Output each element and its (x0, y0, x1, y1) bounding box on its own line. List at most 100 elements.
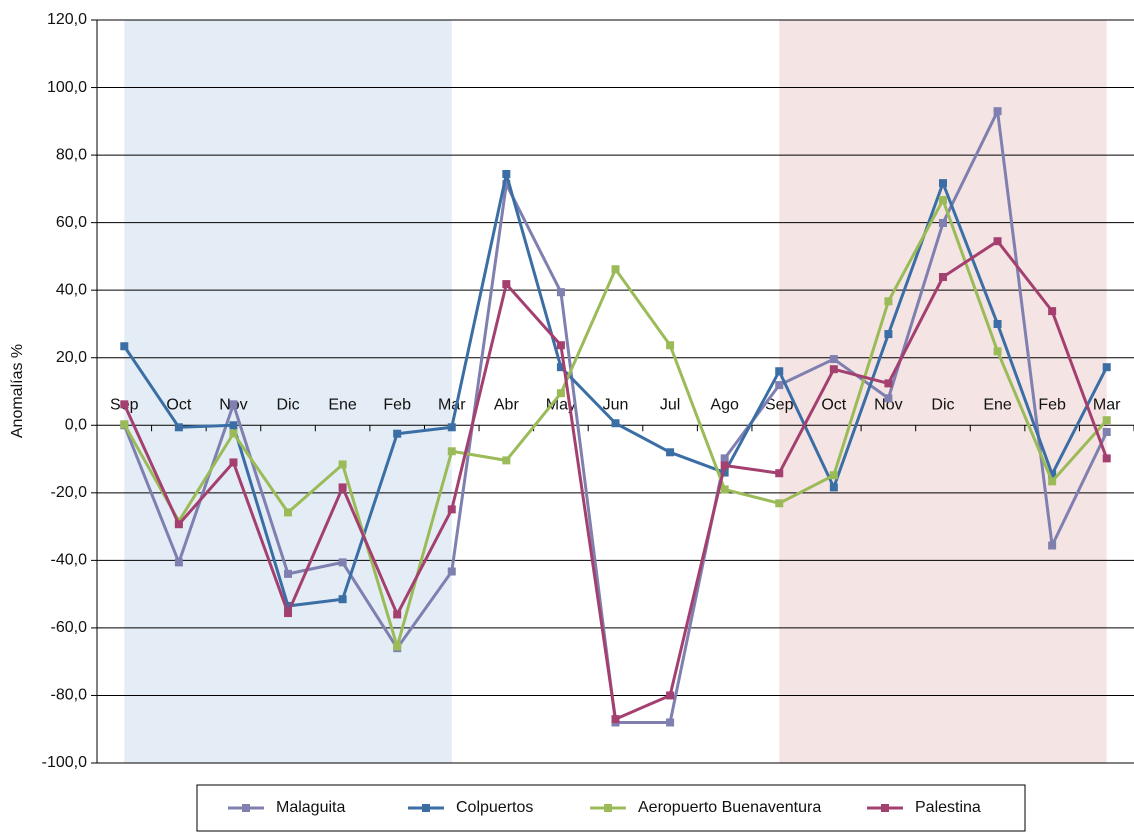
data-point (775, 367, 784, 376)
y-tick-label: 80,0 (56, 146, 87, 163)
x-tick-label: Mar (438, 396, 466, 413)
data-point (284, 569, 293, 578)
legend-label: Palestina (915, 799, 981, 816)
y-tick-label: 60,0 (56, 214, 87, 231)
data-point (884, 297, 893, 306)
data-point (993, 107, 1002, 116)
data-point (1102, 428, 1111, 437)
data-point (720, 468, 729, 477)
y-tick-label: -100,0 (42, 754, 87, 771)
data-point (393, 429, 402, 438)
x-tick-label: Dic (931, 396, 954, 413)
y-tick-label: 20,0 (56, 349, 87, 366)
data-point (829, 483, 838, 492)
y-axis-label: Anomalías % (9, 344, 26, 438)
data-point (884, 330, 893, 339)
data-point (666, 341, 675, 350)
data-point (938, 179, 947, 188)
data-point (229, 421, 238, 430)
data-point (447, 567, 456, 576)
x-tick-label: Ago (710, 396, 739, 413)
y-tick-label: -40,0 (51, 552, 88, 569)
y-tick-label: -80,0 (51, 687, 88, 704)
data-point (775, 469, 784, 478)
data-point (502, 456, 511, 465)
legend-label: Malaguita (276, 799, 345, 816)
data-point (938, 196, 947, 205)
data-point (884, 394, 893, 403)
data-point (993, 319, 1002, 328)
y-tick-label: 120,0 (47, 11, 87, 28)
data-point (720, 454, 729, 463)
data-point (775, 499, 784, 508)
background-shading (124, 20, 1107, 763)
data-point (393, 610, 402, 619)
data-point (829, 365, 838, 374)
legend-swatch-marker (242, 804, 250, 812)
data-point (829, 355, 838, 364)
y-tick-label: -60,0 (51, 619, 88, 636)
data-point (338, 483, 347, 492)
data-point (174, 423, 183, 432)
data-point (556, 341, 565, 350)
data-point (611, 265, 620, 274)
y-tick-label: 100,0 (47, 79, 87, 96)
data-point (1102, 416, 1111, 425)
data-point (502, 280, 511, 289)
data-point (338, 595, 347, 604)
data-point (447, 505, 456, 514)
x-tick-label: Sep (765, 396, 794, 413)
data-point (174, 558, 183, 567)
data-point (229, 429, 238, 438)
x-tick-label: Ene (983, 396, 1012, 413)
data-point (502, 180, 511, 189)
data-point (1048, 477, 1057, 486)
data-point (775, 381, 784, 390)
data-point (1102, 454, 1111, 463)
x-tick-label: Jul (660, 396, 680, 413)
data-point (720, 485, 729, 494)
data-point (938, 273, 947, 282)
legend-swatch-marker (604, 804, 612, 812)
x-tick-label: Jun (603, 396, 629, 413)
x-tick-label: Mar (1093, 396, 1121, 413)
data-point (611, 419, 620, 428)
x-tick-label: Abr (494, 396, 520, 413)
data-point (666, 718, 675, 727)
data-point (447, 423, 456, 432)
data-point (993, 347, 1002, 356)
x-tick-label: Nov (874, 396, 902, 413)
data-point (284, 508, 293, 517)
data-point (1048, 470, 1057, 479)
shade-blue (124, 20, 452, 763)
data-point (666, 448, 675, 457)
data-point (447, 447, 456, 456)
legend-label: Colpuertos (456, 799, 533, 816)
data-point (1102, 363, 1111, 372)
data-point (556, 389, 565, 398)
data-point (174, 520, 183, 529)
data-point (284, 609, 293, 618)
data-point (993, 237, 1002, 246)
data-point (120, 400, 129, 409)
shade-pink (779, 20, 1107, 763)
data-point (556, 288, 565, 297)
legend-swatch-marker (422, 804, 430, 812)
data-point (829, 471, 838, 480)
data-point (120, 342, 129, 351)
x-tick-label: Feb (1038, 396, 1066, 413)
legend-swatch-marker (881, 804, 889, 812)
data-point (938, 218, 947, 227)
x-tick-label: Feb (383, 396, 411, 413)
data-point (338, 460, 347, 469)
x-tick-label: Oct (821, 396, 846, 413)
x-tick-label: Dic (276, 396, 299, 413)
data-point (338, 558, 347, 567)
x-tick-label: Ene (328, 396, 357, 413)
y-tick-label: 40,0 (56, 281, 87, 298)
y-tick-label: 0,0 (65, 416, 87, 433)
data-point (1048, 541, 1057, 550)
data-point (1048, 307, 1057, 316)
data-point (284, 601, 293, 610)
